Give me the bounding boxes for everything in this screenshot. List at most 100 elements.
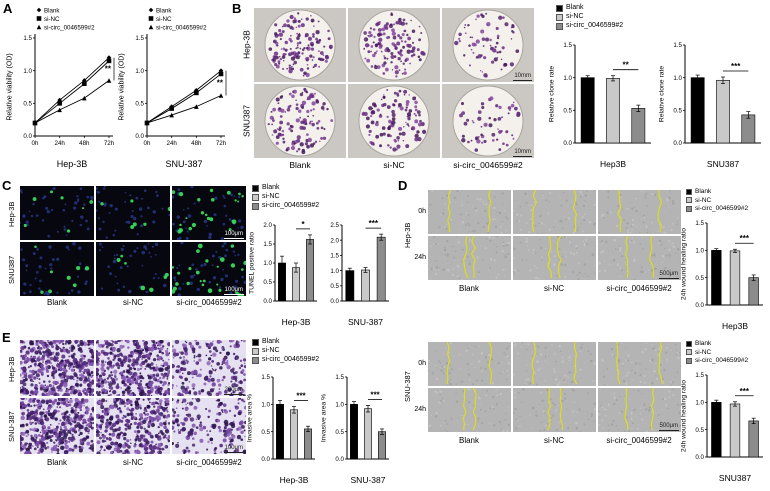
column-label-blank: Blank — [46, 298, 67, 307]
legend-swatch-blank — [252, 338, 259, 346]
colony-image-snu387-blank — [254, 84, 346, 158]
wound-healing-chart-hep3b: 0.0 0.5 1.0 1.5 24h wound healing ratio *** He… — [678, 210, 768, 339]
svg-text:Hep3B: Hep3B — [600, 159, 626, 169]
svg-text:1.5: 1.5 — [330, 253, 339, 260]
wound-image-hep3b-0h-blank — [428, 190, 511, 234]
svg-text:**: ** — [105, 65, 112, 74]
wound-image-hep3b-24h-blank — [428, 236, 511, 280]
svg-text:si-circ_0046599#2: si-circ_0046599#2 — [156, 24, 207, 31]
svg-text:***: *** — [369, 219, 379, 228]
svg-text:1.0: 1.0 — [335, 402, 344, 409]
scale-bar: 100μm — [223, 231, 244, 239]
svg-text:2.5: 2.5 — [330, 222, 339, 229]
legend-swatch-sicirc — [252, 202, 259, 210]
legend-item-sicirc: si-circ_0046599#2 — [556, 22, 623, 30]
legend-item-sinc: si-NC — [252, 193, 319, 201]
column-label-sicirc: si-circ_0046599#2 — [176, 298, 242, 307]
legend-swatch-sicirc — [686, 205, 692, 212]
legend-item-sicirc: si-circ_0046599#2 — [686, 205, 748, 213]
row-label-hep3b: Hep-3B — [7, 356, 16, 382]
row-label-snu387: SNU-387 — [403, 371, 412, 403]
svg-text:**: ** — [217, 79, 224, 88]
svg-text:***: *** — [370, 390, 380, 399]
svg-text:0.0: 0.0 — [695, 302, 704, 309]
legend-swatch-blank — [556, 4, 563, 12]
svg-text:48h: 48h — [191, 140, 202, 147]
row-label-snu387: SNU387 — [241, 104, 252, 138]
legend: Blank si-NC si-circ_0046599#2 — [252, 184, 319, 210]
svg-text:0.0: 0.0 — [23, 133, 32, 140]
svg-text:1.5: 1.5 — [563, 42, 572, 49]
svg-text:1.5: 1.5 — [673, 42, 682, 49]
legend-item-sinc: si-NC — [686, 349, 748, 357]
svg-text:24h: 24h — [167, 140, 178, 147]
svg-text:1.5: 1.5 — [23, 35, 32, 42]
time-label-0h: 0h — [418, 360, 426, 367]
scale-bar: 200μm — [223, 387, 244, 395]
tunel-image-snu387-sicirc: 100μm — [172, 242, 246, 296]
legend-label-sicirc: si-circ_0046599#2 — [695, 205, 749, 212]
svg-text:Relative viability (OD): Relative viability (OD) — [7, 53, 14, 120]
svg-text:0.5: 0.5 — [261, 429, 270, 436]
legend-swatch-sicirc — [556, 22, 563, 30]
legend-label-blank: Blank — [695, 188, 712, 195]
legend-label-sinc: si-NC — [262, 347, 280, 354]
svg-text:0.0: 0.0 — [695, 454, 704, 461]
wound-image-snu387-24h-sicirc: 500μm — [598, 388, 681, 432]
tunel-image-hep3b-blank — [20, 186, 94, 240]
wound-healing-chart-snu387: 0.0 0.5 1.0 1.5 24h wound healing ratio *** SN… — [678, 362, 768, 491]
legend-swatch-sicirc — [252, 356, 259, 364]
column-label-sinc: si-NC — [544, 436, 564, 445]
svg-text:1.0: 1.0 — [695, 400, 704, 407]
clone-rate-chart-hep3b: 0.0 0.5 1.0 1.5 Relative clone rate ** Hep3B — [546, 32, 656, 177]
svg-text:1.5: 1.5 — [695, 372, 704, 379]
legend-item-sicirc: si-circ_0046599#2 — [686, 357, 748, 365]
colony-image-hep3b-blank — [254, 8, 346, 82]
svg-text:24h: 24h — [55, 140, 66, 147]
svg-text:TUNEL positive ratio: TUNEL positive ratio — [249, 232, 256, 294]
svg-text:1.5: 1.5 — [135, 35, 144, 42]
svg-text:1.0: 1.0 — [330, 268, 339, 275]
invasion-image-snu387-sicirc: 100μm — [172, 398, 246, 454]
svg-text:***: *** — [731, 62, 741, 71]
svg-text:Invasive area %: Invasive area % — [321, 394, 328, 442]
legend-label-blank: Blank — [566, 4, 584, 11]
column-label-sinc: si-NC — [123, 298, 143, 307]
legend-item-blank: Blank — [252, 184, 319, 192]
viability-line-chart-snu387: 0.0 0.5 1.0 1.5 0h 24h 48h 72h Relative viabilit… — [116, 4, 230, 177]
scale-bar: 10mm — [513, 149, 532, 157]
scale-bar: 100μm — [223, 287, 244, 295]
wound-image-hep3b-24h-sinc — [513, 236, 596, 280]
legend-label-sicirc: si-circ_0046599#2 — [262, 202, 320, 209]
legend-label-sicirc: si-circ_0046599#2 — [566, 22, 624, 29]
svg-text:1.5: 1.5 — [335, 374, 344, 381]
svg-text:si-NC: si-NC — [156, 16, 172, 23]
svg-text:1.0: 1.0 — [23, 68, 32, 75]
svg-text:1.5: 1.5 — [695, 220, 704, 227]
wound-image-snu387-0h-sinc — [513, 342, 596, 386]
wound-image-hep3b-0h-sicirc — [598, 190, 681, 234]
column-label-sicirc: si-circ_0046599#2 — [176, 458, 242, 467]
legend-item-sicirc: si-circ_0046599#2 — [252, 356, 319, 364]
svg-text:***: *** — [296, 392, 306, 401]
svg-text:SNU-387: SNU-387 — [348, 317, 383, 327]
column-label-blank: Blank — [289, 160, 311, 170]
svg-text:1.0: 1.0 — [135, 68, 144, 75]
time-label-24h: 24h — [414, 254, 426, 261]
row-label-hep3b: Hep-3B — [241, 30, 252, 60]
legend-swatch-blank — [252, 184, 259, 192]
colony-image-hep3b-sinc — [348, 8, 440, 82]
svg-text:72h: 72h — [104, 140, 115, 147]
tunel-image-hep3b-sicirc: 100μm — [172, 186, 246, 240]
svg-text:1.0: 1.0 — [673, 75, 682, 82]
legend-swatch-blank — [686, 340, 692, 347]
legend: Blank si-NC si-circ_0046599#2 — [556, 4, 623, 30]
scale-bar: 100μm — [223, 445, 244, 453]
column-label-sicirc: si-circ_0046599#2 — [606, 436, 672, 445]
svg-text:SNU387: SNU387 — [707, 159, 739, 169]
legend: Blank si-NC si-circ_0046599#2 — [686, 340, 748, 365]
column-label-sinc: si-NC — [544, 284, 564, 293]
colony-image-snu387-sinc — [348, 84, 440, 158]
row-label-hep3b: Hep-3B — [7, 201, 16, 227]
